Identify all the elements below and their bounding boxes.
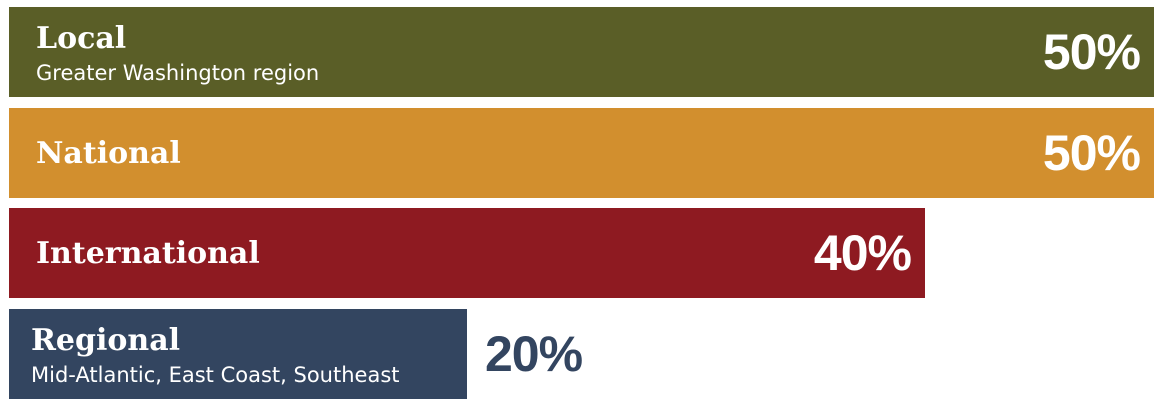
bar-sublabel-local: Greater Washington region bbox=[36, 61, 320, 85]
bar-label-national: National bbox=[36, 136, 181, 171]
bar-international: International bbox=[9, 208, 925, 298]
value-label-regional: 20% bbox=[485, 326, 583, 382]
bar-local: Local Greater Washington region bbox=[9, 7, 1154, 97]
value-label-international: 40% bbox=[813, 225, 912, 281]
value-label-local: 50% bbox=[1042, 24, 1141, 80]
bar-sublabel-regional: Mid-Atlantic, East Coast, Southeast bbox=[31, 363, 400, 387]
bar-label-international: International bbox=[36, 236, 260, 271]
bar-regional: Regional Mid-Atlantic, East Coast, Southe… bbox=[9, 309, 467, 399]
value-label-national: 50% bbox=[1042, 125, 1141, 181]
bar-label-regional: Regional bbox=[31, 323, 181, 358]
bar-national: National bbox=[9, 108, 1154, 198]
bar-label-local: Local bbox=[36, 21, 127, 56]
